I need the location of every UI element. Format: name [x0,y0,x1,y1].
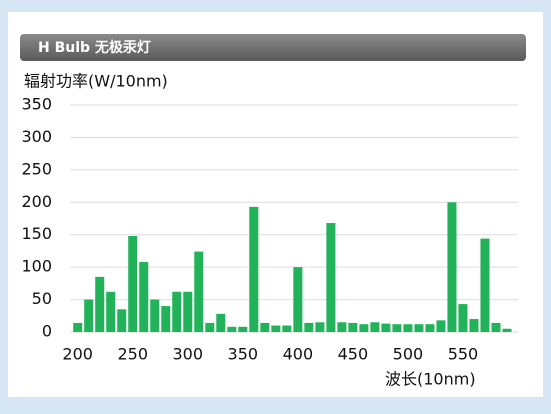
bar [348,322,358,332]
chart-title: H Bulb 无极汞灯 [38,39,151,56]
bar [491,322,501,332]
bar [139,261,149,332]
bar [183,291,193,332]
bar [392,324,402,332]
bar [370,322,380,332]
bar [260,322,270,332]
bar [172,291,182,332]
bar [304,322,314,332]
bar [216,313,226,332]
bar [469,319,479,332]
y-axis-label: 辐射功率(W/10nm) [24,72,168,91]
bar [480,238,490,332]
y-tick-label: 150 [21,224,52,243]
bar [414,324,424,332]
bar [315,322,325,332]
bar [271,325,281,332]
bar [458,304,468,332]
bar [117,309,127,332]
x-tick-label: 350 [228,345,259,364]
bar [436,320,446,332]
y-tick-label: 50 [32,289,52,308]
x-tick-label: 200 [62,345,93,364]
bar [502,328,512,332]
bar [381,323,391,332]
bar [249,206,259,332]
bar [161,306,171,332]
bar [282,325,292,332]
y-tick-label: 300 [21,127,52,146]
x-tick-label: 300 [173,345,204,364]
bar [238,326,248,332]
bar [447,202,457,332]
x-tick-label: 400 [283,345,314,364]
bar [326,223,336,332]
x-axis-label: 波长(10nm) [385,370,476,389]
x-tick-label: 450 [338,345,369,364]
bar [84,299,94,332]
bar [106,291,116,332]
bar [73,322,83,332]
x-tick-label: 500 [393,345,424,364]
bar [337,322,347,332]
y-tick-label: 100 [21,257,52,276]
x-tick-label: 250 [117,345,148,364]
bar [95,276,105,332]
y-tick-label: 200 [21,192,52,211]
bar [293,267,303,332]
title-bar [20,34,526,61]
bar [128,236,138,332]
bar [194,251,204,332]
bar [403,324,413,332]
x-tick-label: 550 [448,345,479,364]
bar [425,324,435,332]
bar [359,324,369,332]
y-tick-label: 350 [21,95,52,114]
bar [227,326,237,332]
bar [150,299,160,332]
y-tick-label: 0 [42,322,52,341]
panel [8,12,543,397]
y-tick-label: 250 [21,159,52,178]
bar [205,322,215,332]
